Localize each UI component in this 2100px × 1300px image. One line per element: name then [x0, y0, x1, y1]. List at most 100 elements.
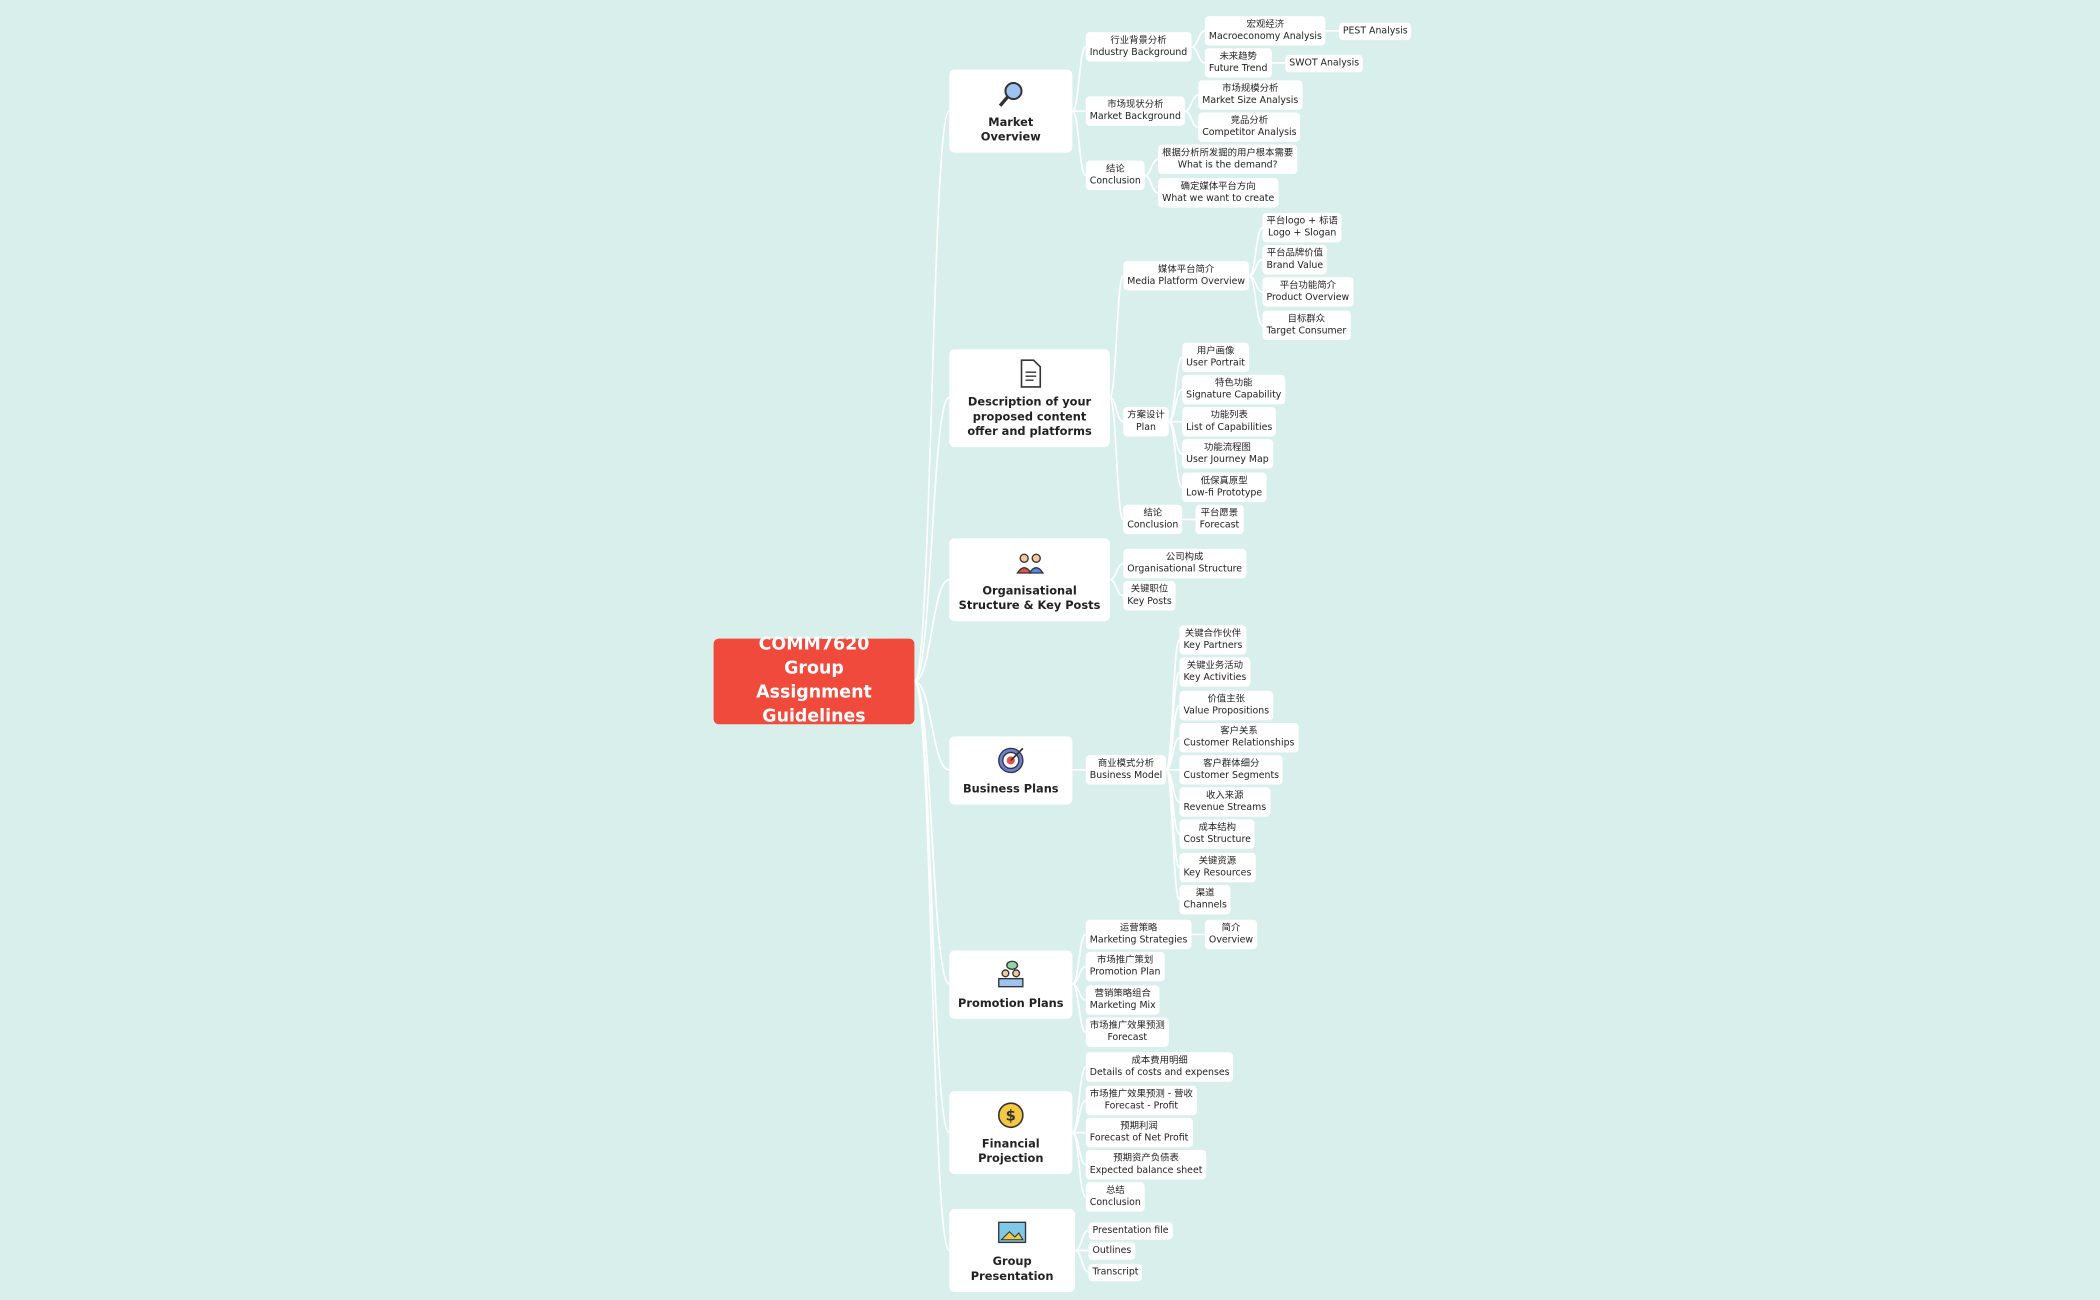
topic-text: Revenue Streams — [1183, 802, 1267, 813]
connector — [1168, 388, 1183, 423]
branch-label: Business Plans — [962, 782, 1059, 796]
topic-text: 特色功能 — [1215, 377, 1253, 389]
topic-l2: 方案设计 Plan — [1123, 406, 1169, 437]
branch-card: Organisational Structure & Key Posts — [949, 538, 1110, 622]
topic-text: Customer Segments — [1183, 769, 1280, 781]
topic-text: Conclusion — [1089, 1197, 1141, 1208]
topic-text: Signature Capability — [1186, 389, 1282, 401]
topic-l2: 公司构成 Organisational Structure — [1123, 548, 1247, 579]
topic-text: 平台愿景 — [1200, 507, 1239, 519]
connector — [1167, 420, 1183, 489]
topic-l3: 客户关系 Customer Relationships — [1179, 722, 1299, 753]
connector — [1191, 46, 1206, 64]
connector — [1109, 274, 1125, 399]
topic-text: Marketing Strategies — [1089, 934, 1188, 946]
connector — [1109, 578, 1124, 597]
topic-text: 用户画像 — [1196, 345, 1235, 357]
connector — [914, 578, 950, 683]
topic-l3: 功能流程图 User Journey Map — [1182, 439, 1273, 469]
connector — [1071, 983, 1087, 1034]
topic-l3: 价值主张 Value Propositions — [1179, 690, 1274, 721]
branch-icon — [998, 1221, 1027, 1244]
connector — [1144, 174, 1159, 194]
topic-text: Target Consumer — [1266, 325, 1347, 337]
topic-text: User Portrait — [1186, 357, 1245, 369]
topic-text: Value Propositions — [1183, 705, 1270, 717]
topic-l3: 关键业务活动 Key Activities — [1179, 657, 1251, 688]
topic-l2: 结论 Conclusion — [1085, 160, 1145, 191]
topic-l2: Transcript — [1088, 1263, 1143, 1281]
connector — [913, 680, 950, 985]
topic-text: 成本费用明细 — [1131, 1054, 1188, 1066]
svg-text:$: $ — [1006, 1108, 1016, 1125]
topic-l3: 市场规模分析 Market Size Analysis — [1198, 80, 1303, 111]
topic-l2: 市场推广效果预测 Forecast — [1085, 1017, 1169, 1048]
topic-l3: 特色功能 Signature Capability — [1182, 374, 1286, 405]
topic-text: 市场现状分析 — [1107, 99, 1164, 110]
topic-l3: 未来趋势 Future Trend — [1204, 48, 1272, 78]
topic-text: Industry Background — [1089, 46, 1188, 58]
topic-l4: PEST Analysis — [1338, 22, 1412, 40]
topic-text: Transcript — [1092, 1265, 1139, 1277]
topic-text: 确定媒体平台方向 — [1180, 180, 1256, 192]
topic-text: List of Capabilities — [1186, 421, 1273, 433]
topic-l2: 成本费用明细 Details of costs and expenses — [1085, 1052, 1234, 1083]
topic-l2: 预期资产负债表 Expected balance sheet — [1085, 1150, 1207, 1180]
topic-text: Presentation file — [1092, 1224, 1169, 1236]
topic-text: 结论 — [1105, 163, 1125, 175]
connector — [1184, 94, 1199, 112]
topic-l3: 平台品牌价值 Brand Value — [1262, 245, 1328, 275]
branch-card: Description of your proposed content off… — [949, 348, 1110, 447]
topic-text: Marketing Mix — [1089, 1000, 1156, 1011]
topic-text: Promotion Plan — [1089, 966, 1161, 978]
topic-text: 简介 — [1221, 922, 1241, 934]
branch-icon — [998, 82, 1023, 107]
connector — [1191, 29, 1206, 48]
topic-text: Forecast — [1199, 519, 1240, 531]
topic-text: 方案设计 — [1127, 409, 1165, 421]
root-topic: COMM7620 Group Assignment Guidelines — [713, 634, 915, 727]
topic-l2: 总结 Conclusion — [1085, 1182, 1145, 1212]
connector — [1071, 46, 1087, 112]
connector — [1071, 1131, 1087, 1198]
branch-label: Organisational Structure & Key Posts — [958, 585, 1101, 614]
topic-text: 结论 — [1143, 507, 1163, 519]
topic-l3: 低保真原型 Low-fi Prototype — [1182, 472, 1267, 503]
topic-text: Organisational Structure — [1127, 563, 1243, 575]
topic-text: 市场推广策划 — [1096, 954, 1154, 966]
topic-l3: 确定媒体平台方向 What we want to create — [1158, 178, 1279, 208]
topic-l3: 竞品分析 Competitor Analysis — [1198, 112, 1301, 143]
topic-text: Outlines — [1092, 1244, 1132, 1256]
topic-text: User Journey Map — [1186, 453, 1269, 465]
topic-text: What is the demand? — [1177, 159, 1278, 171]
topic-text: 市场规模分析 — [1222, 83, 1279, 94]
topic-l3: 目标群众 Target Consumer — [1262, 310, 1351, 341]
topic-text: 低保真原型 — [1200, 475, 1248, 486]
connector — [1248, 274, 1264, 327]
topic-text: Conclusion — [1089, 175, 1141, 187]
topic-l3: 客户群体细分 Customer Segments — [1179, 755, 1284, 785]
topic-text: Key Activities — [1183, 672, 1247, 683]
connector — [1109, 562, 1124, 581]
connector — [1167, 356, 1183, 423]
branch-label: Group Presentation — [970, 1255, 1054, 1284]
topic-text: 行业背景分析 — [1110, 34, 1167, 46]
topic-text: 平台logo + 标语 — [1266, 215, 1338, 227]
topic-l2: 运营策略 Marketing Strategies — [1085, 919, 1192, 950]
topic-l3: 关键合作伙伴 Key Partners — [1179, 625, 1247, 655]
branch-label: Promotion Plans — [958, 996, 1064, 1011]
topic-text: 商业模式分析 — [1097, 757, 1155, 769]
topic-l2: Presentation file — [1088, 1221, 1173, 1240]
branch-icon — [998, 747, 1024, 773]
topic-text: 平台品牌价值 — [1266, 247, 1323, 259]
connector — [1144, 158, 1159, 177]
connector — [913, 110, 950, 683]
topic-l2: 行业背景分析 Industry Background — [1085, 32, 1192, 62]
topic-text: 功能列表 — [1210, 409, 1248, 421]
topic-l2: 市场推广效果预测 - 营收 Forecast - Profit — [1085, 1085, 1197, 1116]
connector — [913, 396, 950, 683]
topic-text: Macroeconomy Analysis — [1208, 30, 1322, 42]
topic-text: Key Posts — [1127, 595, 1172, 607]
topic-text: 渠道 — [1195, 887, 1215, 899]
